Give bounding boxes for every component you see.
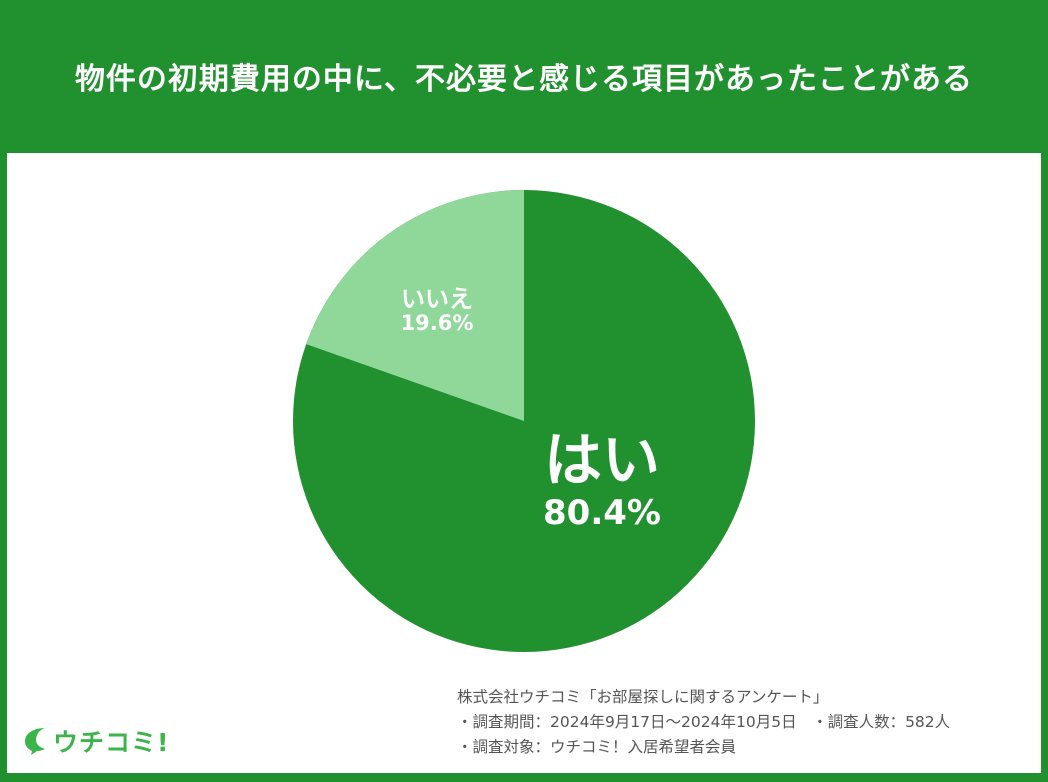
- speech-bubble-icon: [25, 728, 45, 755]
- source-note: 株式会社ウチコミ「お部屋探しに関するアンケート」 ・調査期間：2024年9月17…: [457, 685, 950, 760]
- chart-panel: はい 80.4% いいえ 19.6% ウチコミ! 株式会社ウチコミ「お部屋探しに…: [7, 153, 1041, 773]
- source-target: ・調査対象：ウチコミ！入居希望者会員: [457, 738, 737, 756]
- pie-slice-no: [306, 190, 524, 421]
- uchicomi-logo: ウチコミ!: [23, 723, 169, 759]
- source-company: 株式会社ウチコミ「お部屋探しに関するアンケート」: [457, 688, 829, 706]
- source-period: ・調査期間：2024年9月17日〜2024年10月5日 ・調査人数：582人: [457, 713, 951, 731]
- pie-chart: [293, 190, 755, 652]
- slice-no-percent: 19.6%: [400, 311, 474, 335]
- logo-text: ウチコミ!: [53, 728, 170, 757]
- slice-yes-label: はい: [543, 426, 660, 494]
- chart-title: 物件の初期費用の中に、不必要と感じる項目があったことがある: [74, 61, 974, 97]
- header: 物件の初期費用の中に、不必要と感じる項目があったことがある: [0, 0, 1048, 153]
- slice-yes-percent: 80.4%: [543, 493, 661, 533]
- slice-no-label: いいえ: [401, 285, 473, 313]
